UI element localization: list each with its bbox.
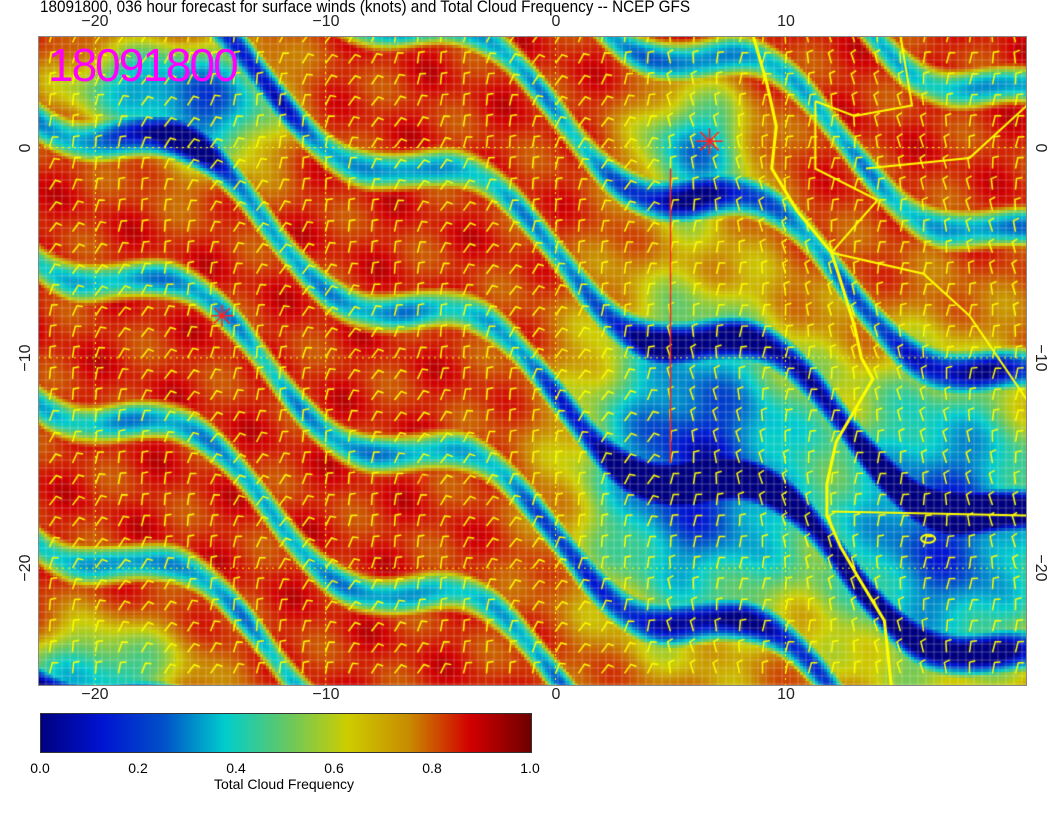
colorbar-tick: 0.6: [324, 760, 344, 776]
colorbar-tick: 0.0: [30, 760, 50, 776]
lon-tick: −20: [81, 13, 109, 30]
map-frame: [38, 36, 1027, 686]
lon-tick: 10: [777, 686, 795, 703]
lat-tick: −20: [1032, 554, 1049, 582]
colorbar-tick: 0.8: [422, 760, 442, 776]
lat-tick: −20: [17, 554, 34, 582]
lon-tick: 0: [551, 13, 561, 30]
lon-tick: −10: [312, 686, 340, 703]
date-label: 18091800: [48, 39, 239, 91]
lon-tick: 10: [777, 13, 795, 30]
colorbar-tick: 1.0: [520, 760, 540, 776]
lat-tick: 0: [17, 143, 34, 153]
lat-tick: −10: [17, 344, 34, 372]
lon-tick: −20: [81, 686, 109, 703]
colorbar-tick: 0.2: [128, 760, 148, 776]
wind-barbs-and-coastline: [38, 36, 1027, 686]
lat-tick: −10: [1032, 344, 1049, 372]
colorbar-label: Total Cloud Frequency: [213, 776, 355, 792]
lon-tick: 0: [551, 686, 561, 703]
colorbar: [40, 713, 532, 753]
lon-tick: −10: [312, 13, 340, 30]
colorbar-tick: 0.4: [226, 760, 246, 776]
lat-tick: 0: [1032, 143, 1049, 153]
chart-title: 18091800, 036 hour forecast for surface …: [40, 0, 691, 16]
